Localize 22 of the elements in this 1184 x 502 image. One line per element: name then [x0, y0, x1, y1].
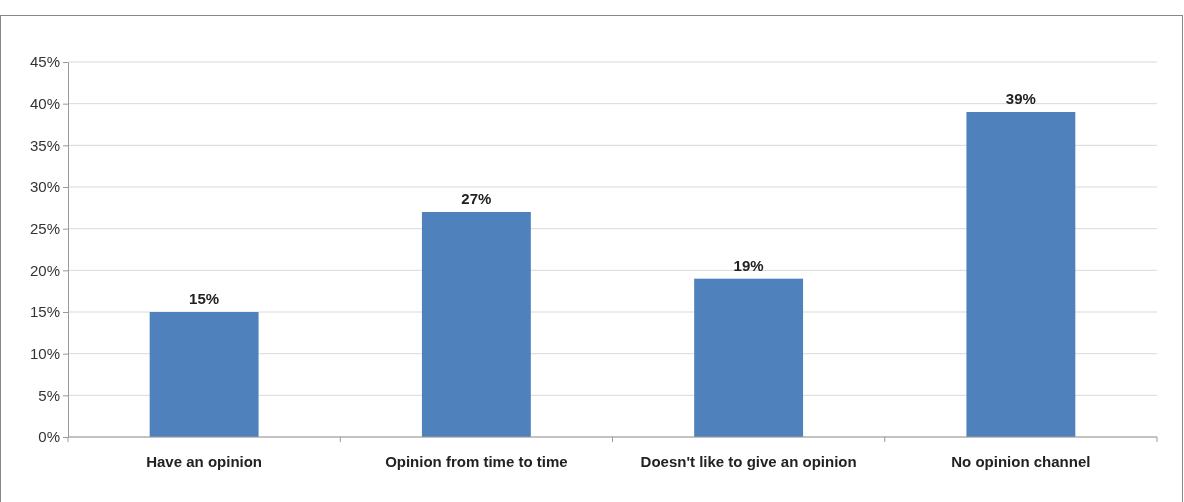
data-label: 39% — [1005, 90, 1036, 107]
y-tick-label: 5% — [38, 386, 60, 404]
bar — [149, 312, 259, 437]
y-tick-label: 0% — [38, 428, 60, 446]
y-tick-label: 35% — [29, 136, 60, 154]
y-tick-label: 30% — [29, 178, 60, 196]
x-tick-label: No opinion channel — [951, 453, 1091, 470]
data-label: 19% — [733, 256, 764, 274]
y-tick-label: 25% — [29, 219, 60, 237]
x-tick-label: Opinion from time to time — [385, 453, 568, 470]
data-label: 27% — [461, 190, 492, 207]
y-tick-label: 10% — [29, 344, 60, 362]
bar — [966, 112, 1076, 437]
data-label: 15% — [189, 290, 220, 307]
x-tick-label: Doesn't like to give an opinion — [640, 453, 857, 470]
y-tick-label: 40% — [29, 94, 60, 112]
bar — [694, 278, 804, 437]
x-tick-label: Have an opinion — [146, 453, 263, 470]
y-tick-label: 15% — [29, 303, 60, 321]
y-tick-label: 20% — [29, 261, 60, 279]
bar — [421, 212, 531, 437]
y-tick-label: 45% — [29, 53, 60, 71]
